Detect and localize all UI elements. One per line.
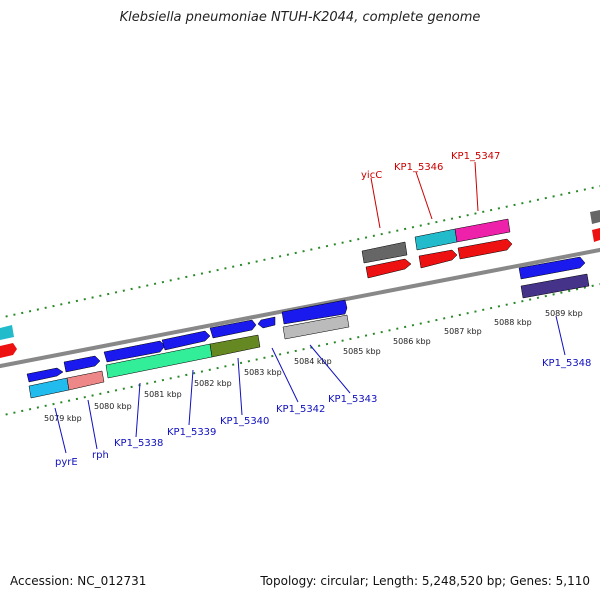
cds-5347-feature[interactable] <box>454 218 511 243</box>
pyrE-rrna <box>28 377 70 399</box>
kbp-tick-label: 5086 kbp <box>393 337 431 346</box>
page-title: Klebsiella pneumoniae NTUH-K2044, comple… <box>119 10 481 25</box>
inner-dotted-track <box>0 283 600 417</box>
cds-5340-rrna <box>209 334 261 358</box>
outer-dotted-track <box>0 185 600 319</box>
cds-5342-feature[interactable] <box>257 316 276 329</box>
cds-5339-feature[interactable] <box>161 330 211 351</box>
rph-rrna <box>66 370 105 391</box>
leader-line <box>237 357 243 416</box>
gene-label-rph[interactable]: rph <box>92 450 109 461</box>
gene-label-kp1-5339[interactable]: KP1_5339 <box>167 427 216 438</box>
edge-grey-feature <box>590 210 600 224</box>
kbp-tick-label: 5082 kbp <box>194 379 232 388</box>
kbp-tick-label: 5085 kbp <box>343 347 381 356</box>
gene-label-kp1-5340[interactable]: KP1_5340 <box>220 416 269 427</box>
kbp-tick-label: 5080 kbp <box>94 402 132 411</box>
kbp-tick-label: 5089 kbp <box>545 309 583 318</box>
gene-label-kp1-5343[interactable]: KP1_5343 <box>328 394 377 405</box>
rph-feature[interactable] <box>63 355 101 373</box>
kbp-tick-label: 5083 kbp <box>244 368 282 377</box>
leader-line <box>474 161 479 212</box>
yicC-feature[interactable] <box>361 241 408 264</box>
edge-red-feature <box>592 228 600 242</box>
cds-5343-rrna <box>282 314 350 340</box>
kbp-tick-label: 5081 kbp <box>144 390 182 399</box>
leader-line <box>415 171 433 220</box>
leader-line <box>370 177 381 229</box>
cds-5346-red <box>418 249 458 269</box>
leader-line <box>54 407 67 454</box>
kbp-tick-label: 5087 kbp <box>444 327 482 336</box>
genome-axis <box>0 247 600 369</box>
gene-label-kp1-5348[interactable]: KP1_5348 <box>542 358 591 369</box>
kbp-tick-label: 5088 kbp <box>494 318 532 327</box>
gene-label-kp1-5346[interactable]: KP1_5346 <box>394 162 443 173</box>
leader-line <box>87 399 98 450</box>
cds-5347-red <box>457 238 513 260</box>
leader-line <box>135 382 141 438</box>
cds-5348-band <box>520 273 590 299</box>
cds-5346-feature[interactable] <box>414 228 458 251</box>
cds-5340-feature[interactable] <box>209 319 257 339</box>
cds-5338-feature[interactable] <box>103 340 166 363</box>
accession-label: Accession: NC_012731 <box>10 574 147 588</box>
cds-5343-feature[interactable] <box>281 299 348 325</box>
kbp-tick-label: 5084 kbp <box>294 357 332 366</box>
leader-line <box>309 344 351 394</box>
gene-label-pyrE[interactable]: pyrE <box>55 457 78 468</box>
gene-label-yicC[interactable]: yicC <box>361 170 382 181</box>
pyrE-feature[interactable] <box>26 367 64 383</box>
genome-summary-label: Topology: circular; Length: 5,248,520 bp… <box>260 574 590 588</box>
gene-label-kp1-5347[interactable]: KP1_5347 <box>451 151 500 162</box>
leader-line <box>188 369 194 426</box>
gene-label-kp1-5338[interactable]: KP1_5338 <box>114 438 163 449</box>
leader-line <box>555 315 566 356</box>
edge-red-left <box>0 343 17 358</box>
cds-5348-feature[interactable] <box>518 256 586 280</box>
edge-cyan-left <box>0 325 14 340</box>
leader-line <box>271 347 299 403</box>
gene-label-kp1-5342[interactable]: KP1_5342 <box>276 404 325 415</box>
kbp-tick-label: 5079 kbp <box>44 414 82 423</box>
yicC-red <box>365 258 412 279</box>
